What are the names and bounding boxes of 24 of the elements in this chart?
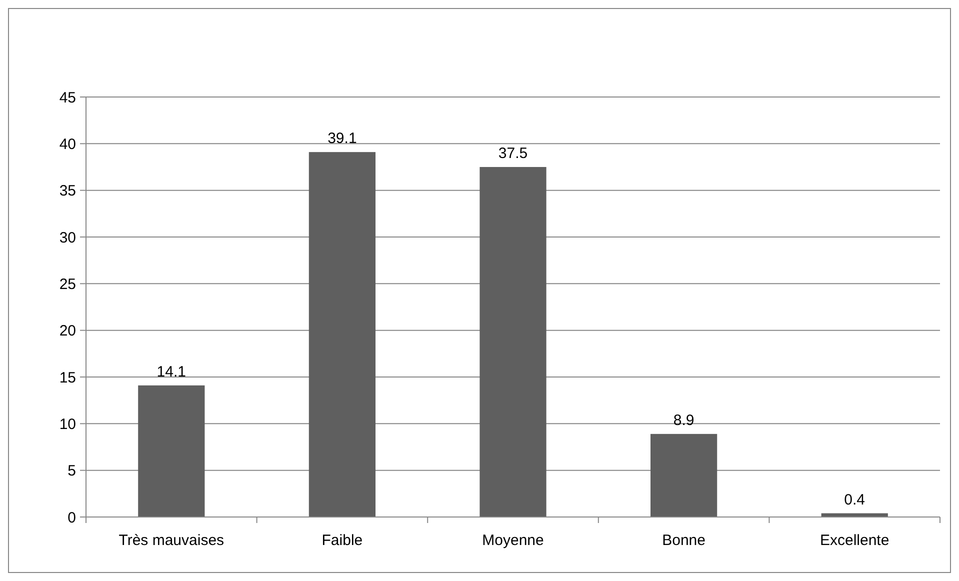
y-tick-label: 15 [59, 369, 76, 386]
data-label: 39.1 [328, 130, 357, 148]
x-tick-label: Très mauvaises [118, 532, 224, 549]
data-label: 0.4 [844, 491, 866, 508]
data-label: 8.9 [673, 412, 694, 429]
y-tick-label: 35 [59, 182, 76, 200]
y-tick-label: 30 [59, 229, 76, 246]
x-tick-label: Bonne [662, 532, 706, 549]
data-label: 37.5 [498, 145, 528, 162]
bar [480, 167, 546, 517]
x-tick-label: Moyenne [482, 532, 544, 549]
y-tick-label: 40 [59, 136, 76, 153]
x-tick-label: Faible [322, 532, 363, 549]
y-tick-label: 10 [59, 416, 76, 433]
data-label: 14.1 [156, 363, 186, 380]
bar [308, 152, 376, 517]
bar [650, 434, 718, 517]
x-tick-label: Excellente [820, 532, 890, 549]
y-tick-label: 25 [59, 276, 76, 293]
y-tick-label: 0 [68, 509, 76, 526]
y-tick-label: 20 [59, 322, 76, 340]
y-tick-label: 45 [59, 89, 76, 106]
y-tick-label: 5 [68, 462, 76, 480]
bar [138, 385, 205, 517]
